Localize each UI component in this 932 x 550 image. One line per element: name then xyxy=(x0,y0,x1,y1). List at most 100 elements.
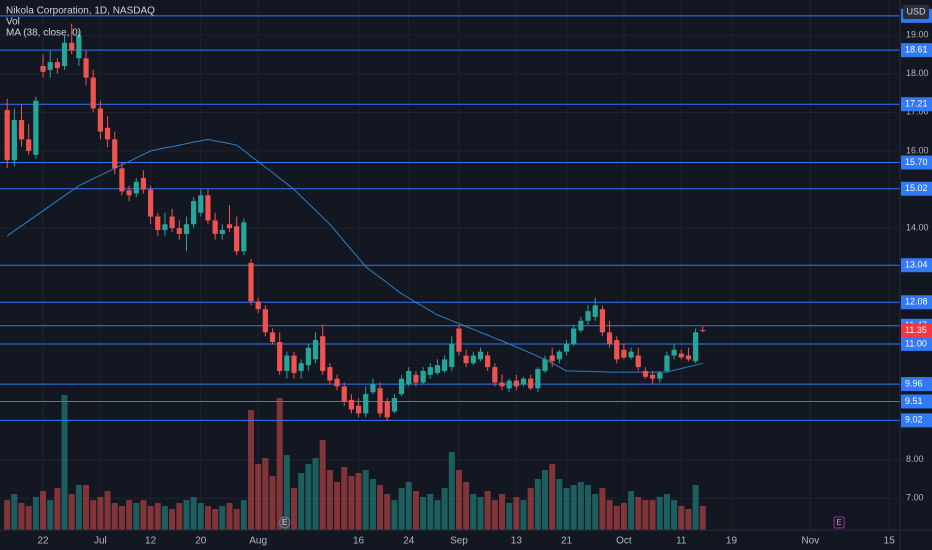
currency-badge xyxy=(903,5,929,19)
volume-bar xyxy=(226,503,233,530)
volume-bar xyxy=(161,506,168,530)
candle-body xyxy=(671,349,677,356)
candle-body xyxy=(477,351,484,360)
volume-bar xyxy=(563,488,570,530)
x-tick-label: 16 xyxy=(353,536,365,547)
volume-bar xyxy=(577,482,584,530)
volume-bar xyxy=(642,500,649,530)
level-label: 15.70 xyxy=(905,157,928,167)
volume-bar xyxy=(699,506,706,530)
candle-body xyxy=(298,363,304,371)
x-tick-label: 21 xyxy=(561,536,573,547)
level-label: 12.08 xyxy=(905,297,928,307)
candle-body xyxy=(112,139,118,169)
volume-bar xyxy=(283,455,290,530)
volume-bar xyxy=(312,458,319,530)
candle-body xyxy=(492,367,498,383)
level-badge xyxy=(901,97,932,112)
volume-bar xyxy=(620,503,627,530)
axis-layer: 19.00 18.00 17.00 16.00 14.00 8.00 7.00 22 Jul 12… xyxy=(37,8,932,547)
last-price-label: 11.35 xyxy=(905,325,927,335)
volume-bar xyxy=(219,506,226,530)
volume-bar xyxy=(247,410,254,530)
candle-body xyxy=(147,189,154,217)
volume-bar xyxy=(4,500,11,530)
volume-bar xyxy=(183,500,190,530)
volume-bar xyxy=(448,452,455,530)
candle-body xyxy=(291,355,297,373)
candle-body xyxy=(621,349,627,358)
candle-body xyxy=(355,405,362,414)
volume-bar xyxy=(126,500,133,530)
volume-bar xyxy=(405,482,412,530)
volume-bar xyxy=(549,464,556,530)
volume-bar xyxy=(240,500,247,530)
volume-bar xyxy=(391,500,398,530)
candle-body xyxy=(33,100,39,155)
volume-bar xyxy=(212,509,219,530)
candle-body xyxy=(420,370,426,383)
candle-body xyxy=(205,195,211,221)
volume-bar xyxy=(54,488,61,530)
y-tick-label: 7.00 xyxy=(906,493,924,503)
volume-bar xyxy=(498,494,505,530)
x-tick-label: 15 xyxy=(884,536,896,547)
level-label: 9.96 xyxy=(905,378,923,388)
candle-body xyxy=(61,42,68,67)
volume-bar xyxy=(685,509,692,530)
volume-bar xyxy=(427,494,434,530)
volume-bar xyxy=(556,479,563,530)
volume-bar xyxy=(663,494,670,530)
candle-body xyxy=(234,226,240,252)
volume-bar xyxy=(520,500,527,530)
volume-label: Vol xyxy=(6,17,20,28)
volume-bar xyxy=(32,497,39,530)
x-tick-label: Aug xyxy=(249,536,267,547)
candle-body xyxy=(11,120,17,161)
earnings-marker xyxy=(833,516,845,529)
candle-body xyxy=(693,332,699,362)
volume-bar xyxy=(197,503,204,530)
volume-bar xyxy=(606,500,613,530)
candle-body xyxy=(341,386,347,402)
candle-body xyxy=(320,336,326,371)
candle-body xyxy=(262,309,268,333)
candle-body xyxy=(649,374,656,379)
volume-bar xyxy=(377,485,384,530)
candle-body xyxy=(370,384,376,393)
candle-body xyxy=(305,347,311,366)
x-tick-label: Jul xyxy=(94,536,107,547)
candle-body xyxy=(470,355,476,364)
candle-body xyxy=(363,394,369,414)
candle-body xyxy=(69,42,75,51)
volume-bar xyxy=(190,497,197,530)
volume-bar xyxy=(90,500,97,530)
candle-body xyxy=(312,340,319,360)
volume-bar xyxy=(276,398,283,530)
candle-body xyxy=(427,367,433,375)
candle-body xyxy=(277,342,283,371)
candle-body xyxy=(176,228,182,234)
volume-bar xyxy=(176,503,183,530)
volume-bar xyxy=(40,491,47,530)
level-badge xyxy=(901,155,932,170)
candle-body xyxy=(563,343,570,352)
candle-body xyxy=(556,351,562,360)
candle-body xyxy=(26,139,32,151)
x-tick-label: 11 xyxy=(676,536,687,547)
level-label: 13.04 xyxy=(905,260,928,270)
volume-bar xyxy=(269,476,276,530)
x-tick-label: Nov xyxy=(801,536,819,547)
volume-bar xyxy=(542,470,549,530)
earnings-label: E xyxy=(282,518,287,527)
volume-bar xyxy=(341,467,348,530)
volume-bar xyxy=(369,479,376,530)
level-badge xyxy=(901,336,932,351)
candle-body xyxy=(241,222,247,252)
candle-body xyxy=(413,374,419,383)
ma-label: MA (38, close, 0) xyxy=(6,28,81,39)
volume-bar xyxy=(384,494,391,530)
level-badge xyxy=(901,394,932,409)
x-tick-label: 22 xyxy=(37,536,49,547)
volume-bar xyxy=(613,506,620,530)
